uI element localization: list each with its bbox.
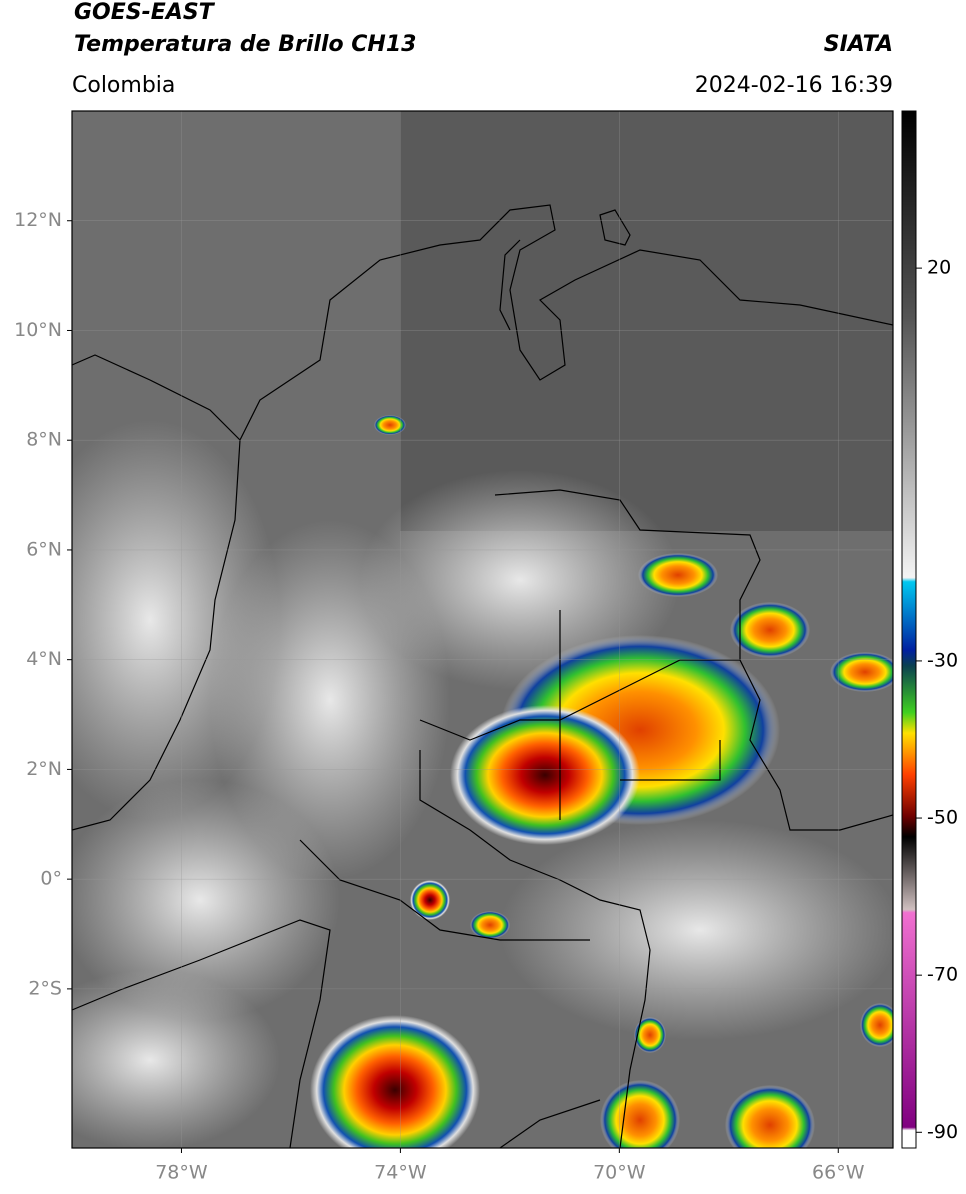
- lon-tick-label: 74°W: [374, 1162, 427, 1184]
- colorbar-ticks: 20 -30 -50 -70 -90: [916, 257, 958, 1143]
- lat-tick-label: 12°N: [14, 209, 62, 231]
- colorbar-tick-label: -50: [927, 807, 958, 829]
- satellite-image: [72, 111, 893, 1148]
- lon-tick-label: 70°W: [593, 1162, 646, 1184]
- colorbar-tick-label: -90: [927, 1121, 958, 1143]
- colorbar-tick-label: 20: [927, 257, 951, 279]
- graticule: [67, 111, 893, 1153]
- lat-tick-label: 8°N: [26, 429, 62, 451]
- datetime: 2024-02-16 16:39: [695, 73, 893, 98]
- lat-tick-label: 2°S: [28, 977, 62, 999]
- subtitle: Temperatura de Brillo CH13: [74, 32, 416, 57]
- lat-tick-label: 4°N: [26, 648, 62, 670]
- colorbar-tick-label: -70: [927, 964, 958, 986]
- lon-tick-label: 78°W: [155, 1162, 208, 1184]
- source: SIATA: [824, 32, 893, 57]
- lat-tick-label: 2°N: [26, 758, 62, 780]
- title: GOES-EAST: [74, 0, 216, 25]
- lon-tick-label: 66°W: [812, 1162, 865, 1184]
- lat-tick-label: 10°N: [14, 319, 62, 341]
- region: Colombia: [72, 73, 175, 98]
- map-frame: [71, 110, 894, 1149]
- lat-tick-label: 0°: [40, 868, 62, 890]
- lat-tick-label: 6°N: [26, 538, 62, 560]
- colorbar: [901, 110, 917, 1149]
- colorbar-tick-label: -30: [927, 649, 958, 671]
